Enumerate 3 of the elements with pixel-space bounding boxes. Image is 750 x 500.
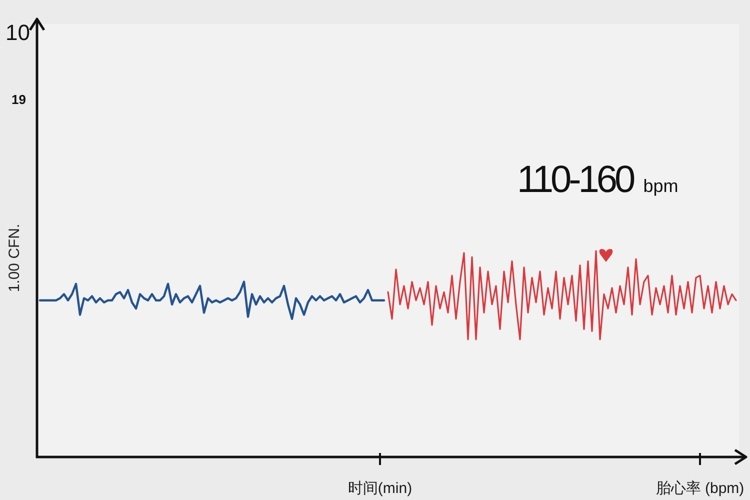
annotation: 110-160 bpm: [517, 159, 678, 201]
annotation: 10: [6, 20, 30, 45]
annotation: 19: [12, 92, 26, 107]
